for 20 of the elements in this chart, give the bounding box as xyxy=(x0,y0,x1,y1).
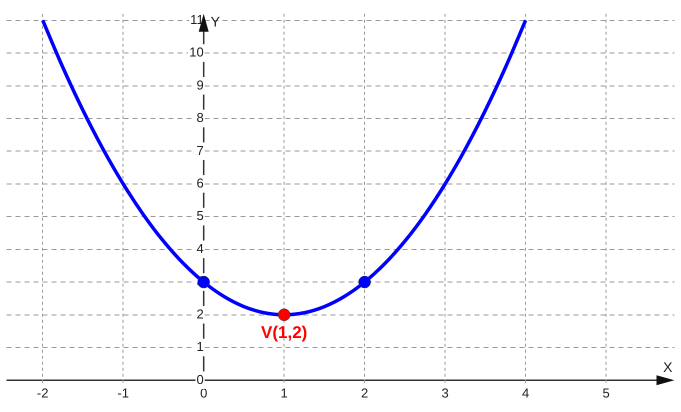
y-tick-label: 5 xyxy=(196,208,204,224)
y-tick-label: 1 xyxy=(196,339,204,354)
x-tick-label: 5 xyxy=(602,386,610,401)
y-tick-label: 8 xyxy=(196,110,204,126)
y-tick-label: 2 xyxy=(196,306,204,322)
y-axis-title: Y xyxy=(210,14,221,30)
y-tick-label: 9 xyxy=(196,77,204,92)
x-tick-label: 3 xyxy=(442,386,449,401)
y-tick-label: 0 xyxy=(196,372,204,387)
y-tick-label: 6 xyxy=(196,175,204,190)
x-tick-label: 1 xyxy=(280,386,288,401)
y-tick-label: 10 xyxy=(189,44,204,60)
y-tick-label: 7 xyxy=(196,142,204,158)
y-tick-label: 4 xyxy=(196,240,204,256)
x-tick-label: 2 xyxy=(361,386,368,401)
x-axis-title: X xyxy=(663,359,674,376)
x-tick-label: -1 xyxy=(117,386,129,401)
annotation: V(1,2) xyxy=(261,322,308,342)
x-tick-label: -2 xyxy=(36,386,48,401)
x-tick-label: 4 xyxy=(522,386,530,401)
